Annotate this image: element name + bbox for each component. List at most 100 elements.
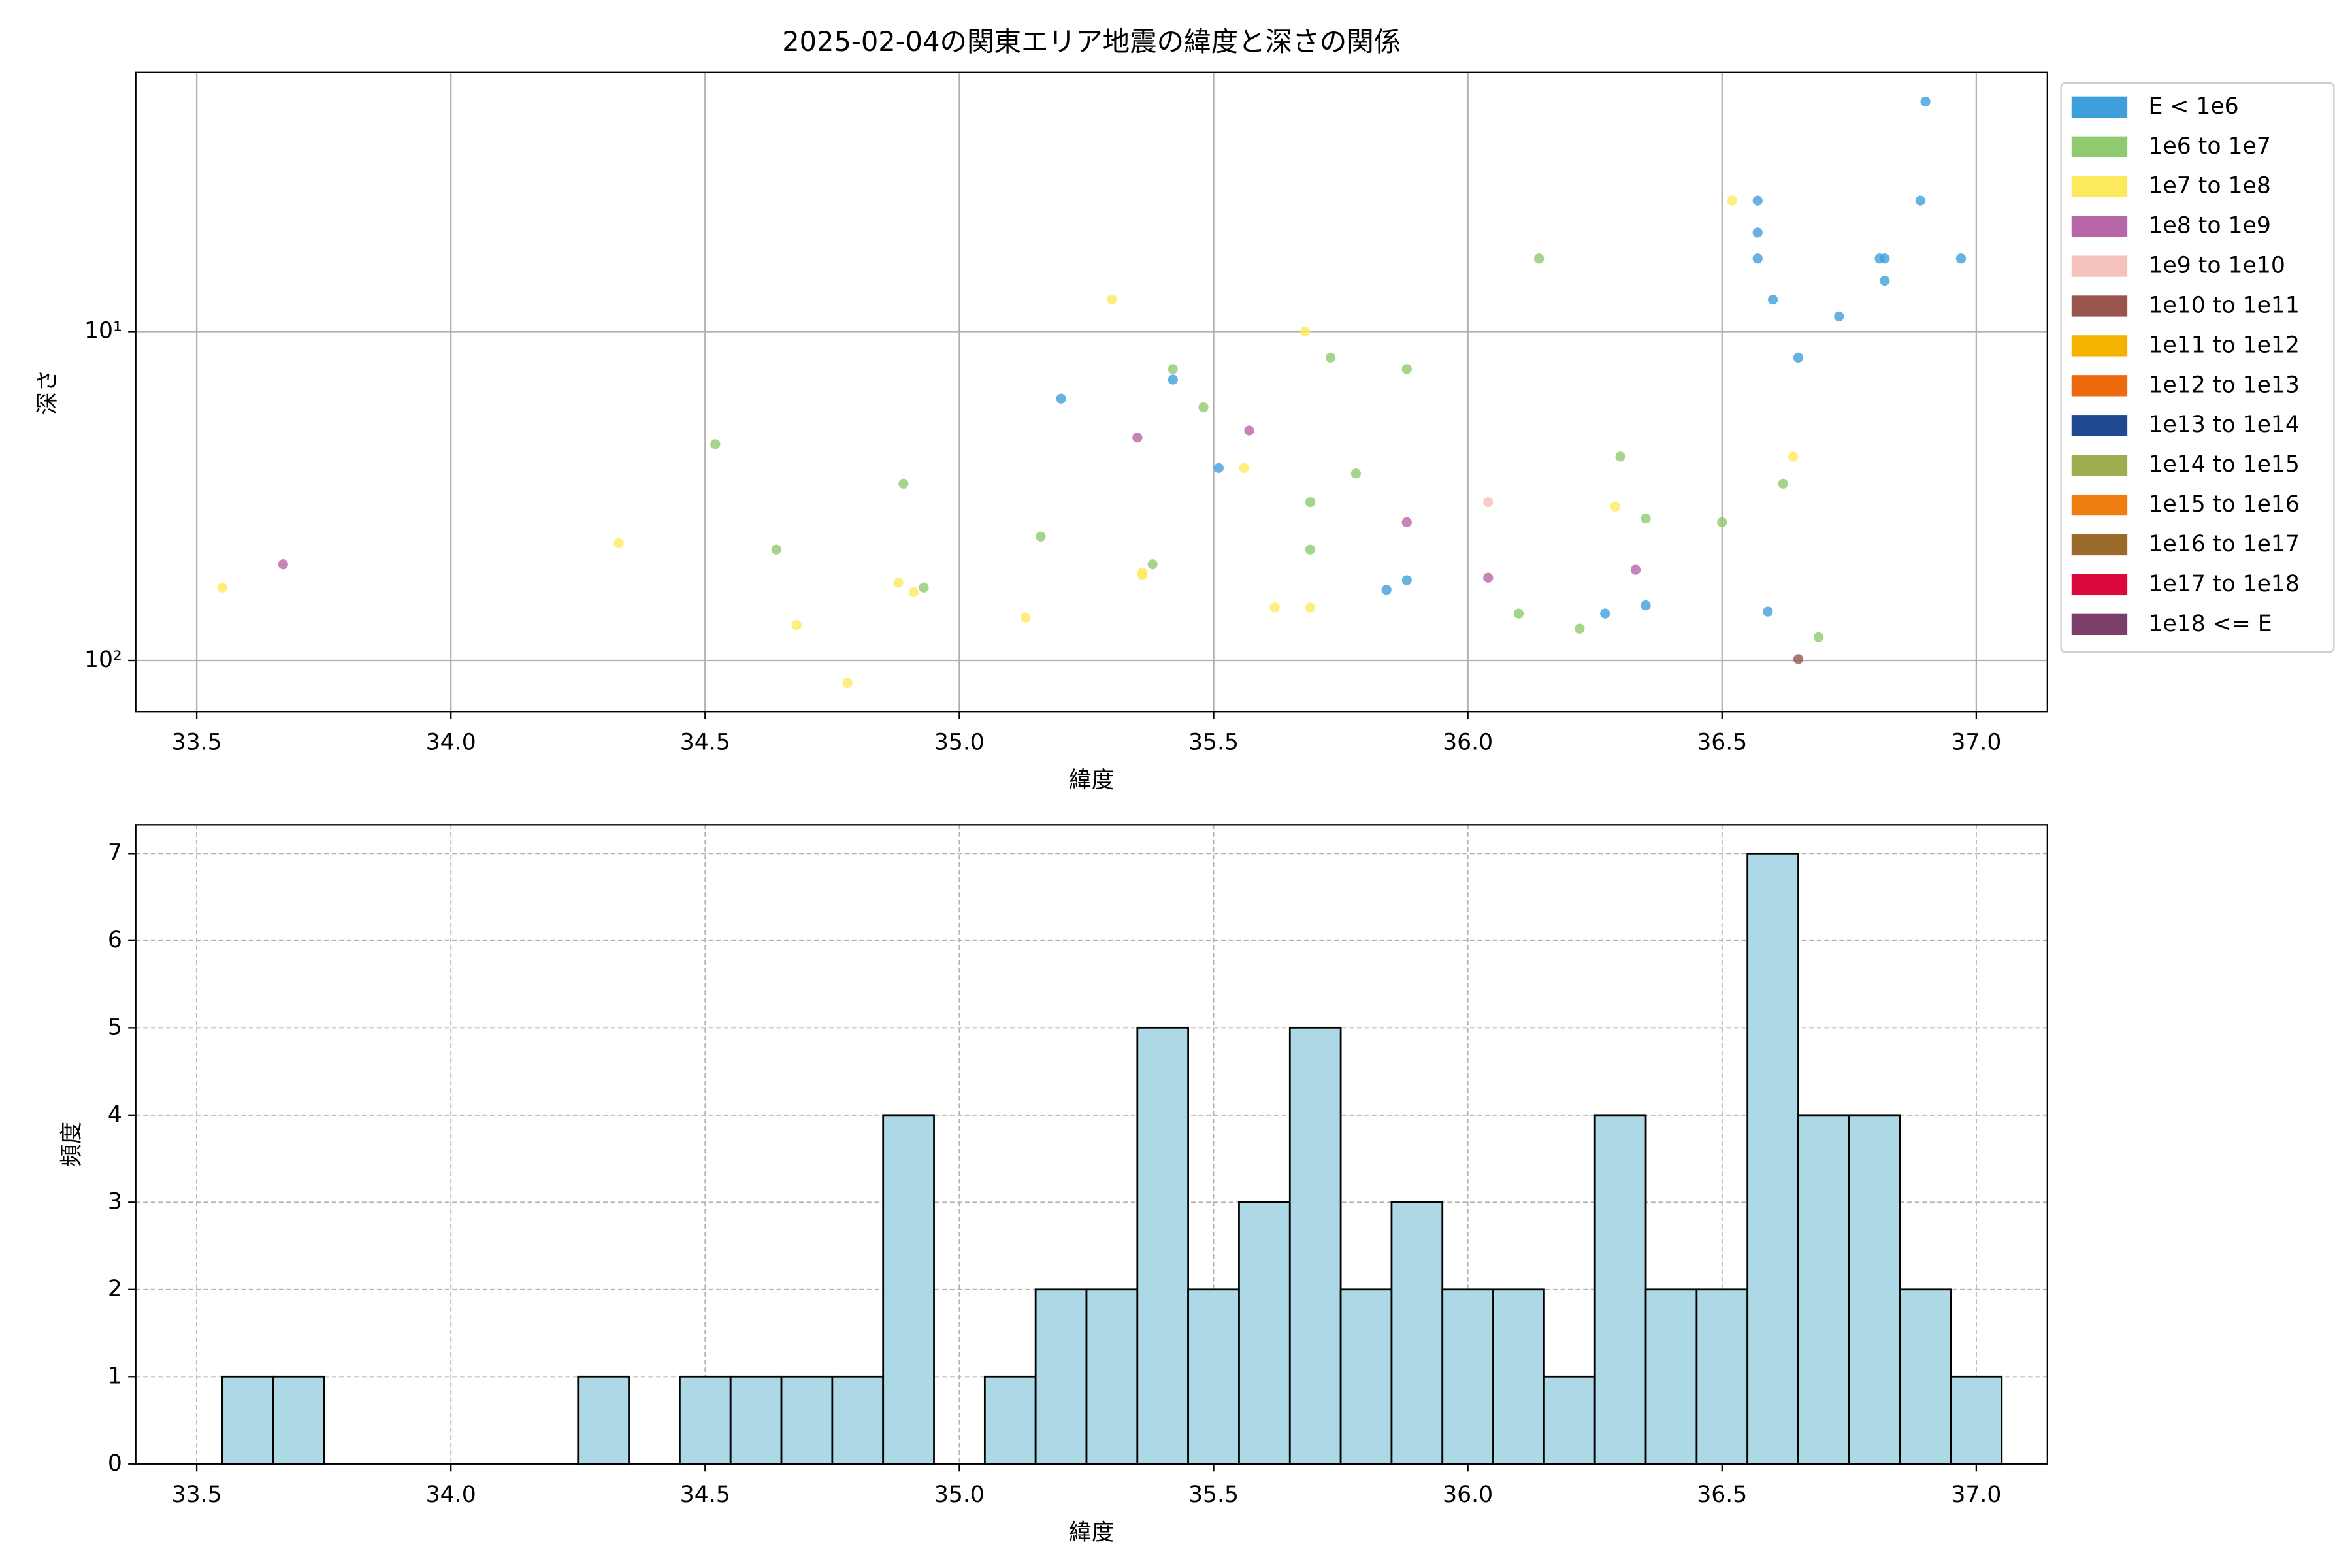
point [1305, 497, 1316, 508]
x-tick-label: 36.0 [1443, 730, 1493, 756]
point [1350, 468, 1362, 479]
legend-label: 1e8 to 1e9 [2148, 213, 2270, 239]
point [1213, 463, 1224, 474]
y-tick-label: 5 [108, 1014, 122, 1040]
point [1132, 433, 1143, 443]
x-tick-label: 36.0 [1443, 1482, 1493, 1508]
point [1788, 451, 1799, 462]
point [908, 587, 919, 598]
bar [1848, 1114, 1901, 1465]
x-tick-label: 37.0 [1951, 730, 2001, 756]
x-tick-label: 34.0 [426, 1482, 476, 1508]
bar [1695, 1288, 1749, 1465]
bar [1288, 1026, 1342, 1465]
chart-title: 2025-02-04の関東エリア地震の緯度と深さの関係 [782, 25, 1401, 57]
bar [1543, 1375, 1596, 1465]
point [1036, 531, 1046, 542]
legend-swatch [2071, 96, 2128, 118]
point [1401, 575, 1412, 585]
bar [882, 1114, 935, 1465]
point [1483, 572, 1494, 583]
bar [221, 1375, 274, 1465]
point [771, 544, 781, 555]
legend-label: 1e6 to 1e7 [2148, 133, 2270, 159]
legend-label: 1e13 to 1e14 [2148, 412, 2299, 438]
point [1610, 501, 1620, 512]
point [1630, 564, 1641, 575]
point [1717, 517, 1727, 528]
legend-swatch [2071, 136, 2128, 157]
point [1600, 608, 1610, 619]
y-tick-label: 1 [108, 1363, 122, 1389]
y-tick-label: 2 [108, 1276, 122, 1302]
point [1814, 632, 1824, 643]
point [1269, 602, 1280, 613]
legend-label: 1e11 to 1e12 [2148, 332, 2299, 358]
x-tick-label: 33.5 [172, 730, 222, 756]
x-tick-label: 36.5 [1697, 730, 1747, 756]
legend-label: E < 1e6 [2148, 93, 2238, 120]
x-axis-label: 緯度 [1069, 1520, 1114, 1546]
point [842, 678, 853, 688]
legend-label: 1e12 to 1e13 [2148, 372, 2299, 398]
point [898, 478, 909, 489]
legend-label: 1e16 to 1e17 [2148, 531, 2299, 557]
bar [577, 1375, 630, 1465]
bar [1187, 1288, 1240, 1465]
bar [1339, 1288, 1393, 1465]
bar [679, 1375, 732, 1465]
point [1955, 253, 1967, 264]
plot-frame [135, 824, 2048, 1465]
point [1880, 275, 1890, 286]
point [1641, 513, 1651, 524]
x-tick-label: 35.0 [934, 1482, 985, 1508]
point [613, 538, 624, 549]
point [1727, 195, 1737, 206]
plot-frame [135, 71, 2048, 713]
point [1767, 295, 1778, 305]
bar [831, 1375, 885, 1465]
legend-swatch [2071, 534, 2128, 556]
point [278, 559, 288, 570]
bar [1238, 1201, 1291, 1465]
legend-label: 1e10 to 1e11 [2148, 292, 2299, 318]
point [1325, 352, 1336, 363]
point [217, 582, 227, 593]
y-tick-label: 4 [108, 1102, 122, 1128]
legend-label: 1e18 <= E [2148, 611, 2272, 637]
point [1752, 227, 1763, 238]
x-tick-label: 36.5 [1697, 1482, 1747, 1508]
y-tick-label: 3 [108, 1188, 122, 1215]
y-tick-label: 6 [108, 927, 122, 953]
bar [1441, 1288, 1494, 1465]
point [1575, 623, 1585, 634]
bar [1492, 1288, 1545, 1465]
point [1615, 451, 1625, 462]
bar [1085, 1288, 1139, 1465]
point [1168, 374, 1178, 385]
y-axis-label: 頻度 [59, 1122, 85, 1167]
x-tick-label: 35.5 [1188, 1482, 1239, 1508]
point [1305, 544, 1316, 555]
x-tick-label: 34.0 [426, 730, 476, 756]
point [1763, 606, 1773, 617]
point [1793, 654, 1804, 664]
x-tick-label: 37.0 [1951, 1482, 2001, 1508]
bar [1746, 852, 1799, 1465]
point [1137, 570, 1148, 580]
y-axis-label: 深さ [35, 369, 61, 414]
x-tick-label: 35.0 [934, 730, 985, 756]
point [1533, 253, 1544, 264]
bar [983, 1375, 1037, 1465]
point [1641, 600, 1651, 611]
point [1198, 402, 1209, 413]
legend-swatch [2071, 375, 2128, 397]
x-axis-label: 緯度 [1069, 767, 1114, 793]
point [1834, 311, 1844, 322]
legend-box [2060, 82, 2335, 653]
legend-swatch [2071, 613, 2128, 635]
bar [1390, 1201, 1444, 1465]
point [1483, 497, 1494, 508]
point [1401, 364, 1412, 374]
